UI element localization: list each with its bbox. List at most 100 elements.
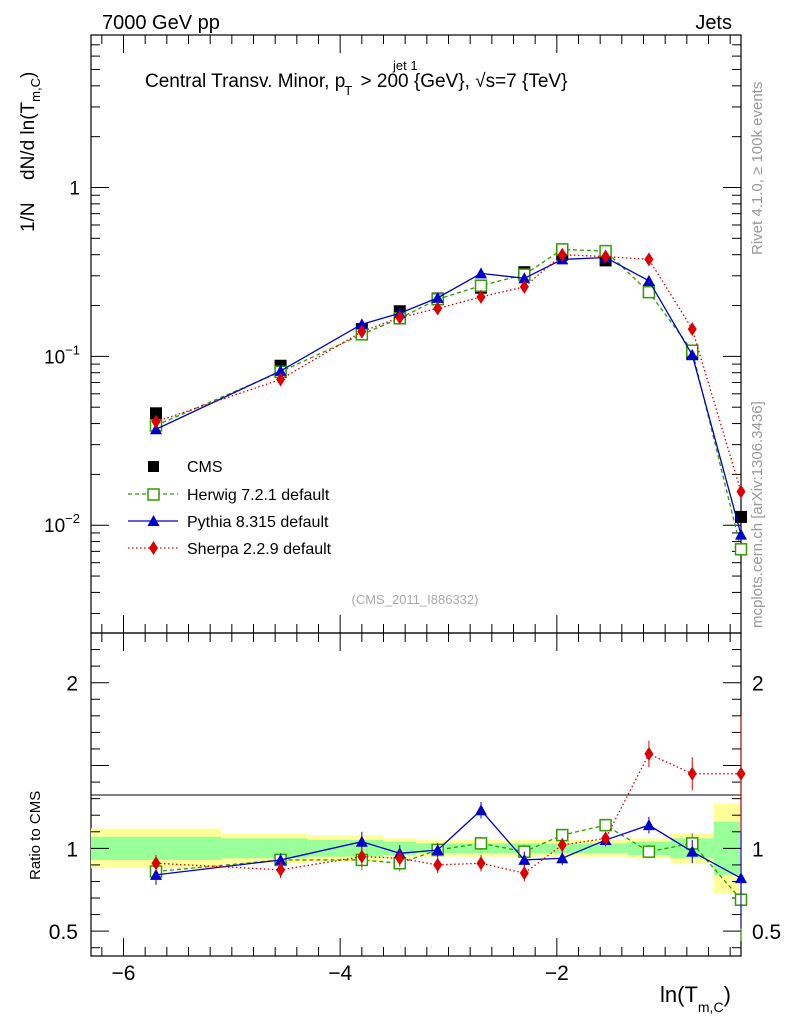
- ratio-y-tick-label-left: 2: [66, 673, 78, 696]
- sherpa-ratio-point: [519, 866, 529, 881]
- y-label-main-a: dN/d ln(T: [18, 101, 39, 180]
- sherpa-ratio-point: [476, 856, 486, 871]
- y-label-main-sub: m,C: [28, 78, 43, 102]
- legend-cms-marker: [148, 461, 159, 472]
- sherpa-point: [357, 324, 367, 339]
- side-rivet: Rivet 4.1.0, ≥ 100k events: [749, 82, 766, 255]
- herwig-point: [734, 543, 748, 556]
- sherpa-ratio-point: [736, 766, 746, 781]
- band-green: [307, 840, 384, 857]
- pythia-point: [686, 348, 699, 360]
- legend-sherpa: Sherpa 2.2.9 default: [128, 541, 332, 558]
- herwig-ratio-point: [642, 845, 656, 858]
- herwig-point: [474, 279, 488, 292]
- legend-pythia-label: Pythia 8.315 default: [187, 514, 329, 531]
- sherpa-ratio-point: [601, 831, 611, 846]
- sherpa-ratio-point: [357, 849, 367, 864]
- ratio-series: [149, 715, 748, 942]
- sherpa-ratio-point: [151, 856, 161, 871]
- pythia-ratio-point: [735, 872, 747, 884]
- sherpa-point: [687, 322, 697, 337]
- herwig-ratio-point: [599, 818, 612, 832]
- legend-cms: CMS: [148, 459, 223, 476]
- y-label-ratio: Ratio to CMS: [27, 791, 44, 880]
- main-y-tick-label: 10−1: [44, 342, 80, 368]
- sherpa-point: [736, 484, 746, 499]
- y-label-main: dN/d ln(Tm,C): [18, 72, 43, 180]
- pythia-line: [155, 256, 742, 535]
- legend-sherpa-label: Sherpa 2.2.9 default: [187, 541, 332, 558]
- sherpa-ratio-point: [276, 862, 286, 877]
- side-mcplots: mcplots.cern.ch [arXiv:1306.3436]: [749, 401, 766, 628]
- herwig-ratio-line: [155, 824, 742, 901]
- main-y-ticks: 1 10−1 10−2: [44, 34, 741, 615]
- title-rest: > 200 {GeV}, √s=7 {TeV}: [355, 71, 567, 92]
- herwig-line: [155, 248, 742, 550]
- sherpa-ratio-point: [557, 838, 567, 853]
- x-tick-label: −2: [545, 962, 569, 985]
- legend-sherpa-marker: [149, 541, 158, 555]
- x-tick-label: −4: [328, 962, 352, 985]
- band-green: [221, 838, 308, 859]
- ratio-y-tick-label-right: 2: [752, 673, 764, 696]
- sherpa-ratio-line: [155, 753, 741, 874]
- pythia-point: [518, 272, 531, 284]
- sherpa-point: [557, 247, 567, 262]
- legend-herwig-label: Herwig 7.2.1 default: [187, 487, 330, 504]
- pythia-point: [355, 318, 368, 330]
- pythia-ratio-point: [556, 852, 569, 864]
- legend-herwig: Herwig 7.2.1 default: [128, 487, 330, 504]
- legend-herwig-marker: [147, 488, 160, 501]
- band-green: [546, 843, 584, 854]
- sherpa-ratio-point: [644, 746, 654, 761]
- main-y-tick-label: 1: [69, 178, 80, 199]
- cms-point: [735, 510, 747, 523]
- title-main: Central Transv. Minor, p: [145, 71, 345, 92]
- x-tick-label: −6: [112, 962, 136, 985]
- pythia-point: [642, 274, 655, 286]
- band-green: [583, 843, 628, 854]
- title-sub: T: [344, 83, 352, 98]
- analysis-id: (CMS_2011_I886332): [352, 592, 479, 607]
- x-label-a: ln(T: [660, 982, 698, 1007]
- pythia-point: [735, 528, 747, 540]
- sherpa-point: [476, 289, 486, 304]
- pythia-ratio-point: [431, 843, 444, 855]
- main-y-tick-label: 10−2: [44, 511, 80, 537]
- pythia-ratio-point: [355, 835, 368, 847]
- legend-pythia-marker: [147, 515, 160, 526]
- pythia-ratio-line: [155, 809, 742, 879]
- cms-uncertainty-bands: [91, 803, 740, 894]
- pythia-ratio-point: [686, 845, 699, 857]
- plot-title: Central Transv. Minor, pT > 200 {GeV}, √…: [145, 71, 567, 98]
- ratio-y-tick-label-left: 0.5: [49, 921, 78, 944]
- pythia-point: [475, 267, 487, 279]
- header-right: Jets: [695, 12, 732, 34]
- sherpa-point: [433, 301, 443, 316]
- sherpa-ratio-point: [687, 766, 697, 781]
- sherpa-ratio-point: [433, 857, 443, 872]
- x-ticks: −6 −4 −2: [101, 35, 731, 985]
- sherpa-point: [151, 414, 161, 429]
- sherpa-point: [601, 249, 611, 264]
- ratio-y-ticks: 2 2 1 1 0.5 0.5: [49, 649, 781, 949]
- sherpa-line: [155, 254, 742, 492]
- band-green: [91, 836, 221, 860]
- x-label-c: ): [724, 982, 731, 1007]
- legend-cms-label: CMS: [187, 459, 223, 476]
- sherpa-point: [395, 310, 405, 325]
- y-label-main-c: ): [18, 72, 39, 78]
- x-label: ln(Tm,C): [660, 982, 731, 1015]
- legend: CMS Herwig 7.2.1 default Pythia 8.315 de…: [128, 459, 332, 558]
- sherpa-point: [276, 372, 286, 387]
- herwig-ratio-point: [474, 837, 488, 850]
- legend-pythia: Pythia 8.315 default: [128, 514, 329, 531]
- cms-point: [150, 407, 162, 420]
- pythia-ratio-point: [475, 804, 487, 816]
- x-label-sub: m,C: [698, 999, 724, 1015]
- ratio-y-tick-label-left: 1: [66, 838, 78, 861]
- pythia-ratio-point: [518, 853, 531, 865]
- ratio-y-tick-label-right: 1: [752, 838, 764, 861]
- sherpa-point: [519, 279, 529, 294]
